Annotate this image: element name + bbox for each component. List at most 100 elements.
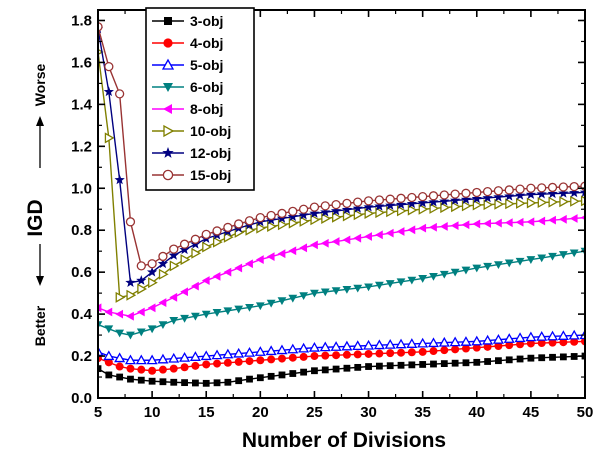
data-point-3-obj [398, 362, 405, 369]
y-tick-label: 1.6 [71, 54, 92, 71]
data-point-3-obj [549, 354, 556, 361]
data-point-3-obj [138, 377, 145, 384]
data-point-3-obj [311, 367, 318, 374]
data-point-15-obj [116, 90, 124, 98]
data-point-15-obj [354, 198, 362, 206]
data-point-10-obj [549, 198, 557, 207]
data-point-4-obj [332, 351, 340, 359]
data-point-4-obj [300, 353, 308, 361]
data-point-8-obj [440, 222, 448, 231]
data-point-12-obj [136, 275, 146, 285]
y-tick-label: 1.4 [71, 96, 93, 113]
data-point-4-obj [246, 357, 254, 365]
data-point-8-obj [148, 303, 156, 312]
legend-label: 8-obj [190, 101, 223, 117]
data-point-15-obj [516, 185, 524, 193]
data-point-3-obj [181, 379, 188, 386]
data-point-10-obj [181, 255, 189, 264]
data-point-3-obj [192, 380, 199, 387]
data-point-3-obj [506, 356, 513, 363]
data-point-10-obj [506, 199, 514, 208]
data-point-3-obj [333, 366, 340, 373]
legend-label: 5-obj [190, 57, 223, 73]
data-point-8-obj [180, 287, 188, 296]
data-point-15-obj [213, 227, 221, 235]
data-point-3-obj [235, 377, 242, 384]
x-tick-label: 25 [306, 404, 323, 421]
data-point-3-obj [430, 361, 437, 368]
data-point-3-obj [279, 372, 286, 379]
data-point-8-obj [483, 219, 491, 228]
data-point-15-obj [343, 199, 351, 207]
series-8-obj [94, 213, 589, 320]
data-point-15-obj [267, 212, 275, 220]
data-point-3-obj [527, 355, 534, 362]
data-point-3-obj [571, 353, 578, 360]
data-point-4-obj [278, 355, 286, 363]
data-point-8-obj [397, 227, 405, 236]
data-point-8-obj [223, 268, 231, 277]
data-point-8-obj [516, 218, 524, 227]
data-point-15-obj [473, 188, 481, 196]
data-point-3-obj [408, 361, 415, 368]
y-tick-label: 1.2 [71, 138, 92, 155]
data-point-10-obj [203, 243, 211, 252]
data-point-4-obj [397, 349, 405, 357]
data-point-10-obj [560, 197, 568, 206]
y-axis-better-label: Better [32, 305, 48, 346]
data-point-4-obj [419, 348, 427, 356]
data-point-3-obj [441, 360, 448, 367]
data-point-3-obj [354, 364, 361, 371]
data-point-3-obj [473, 359, 480, 366]
x-tick-label: 45 [523, 404, 540, 421]
data-point-3-obj [203, 380, 210, 387]
data-point-15-obj [570, 183, 578, 191]
data-point-8-obj [202, 276, 210, 285]
data-point-8-obj [364, 232, 372, 241]
data-point-4-obj [408, 348, 416, 356]
data-point-15-obj [137, 262, 145, 270]
y-tick-label: 0.6 [71, 264, 92, 281]
data-point-8-obj [407, 225, 415, 234]
data-point-8-obj [278, 249, 286, 258]
y-tick-label: 1.8 [71, 12, 92, 29]
x-tick-label: 15 [198, 404, 215, 421]
data-point-4-obj [181, 363, 189, 371]
data-point-3-obj [149, 378, 156, 385]
data-point-4-obj [159, 366, 167, 374]
data-point-15-obj [332, 201, 340, 209]
data-point-4-obj [343, 351, 351, 359]
data-point-15-obj [484, 188, 492, 196]
data-point-8-obj [526, 217, 534, 226]
data-point-3-obj [268, 373, 275, 380]
data-point-8-obj [375, 230, 383, 239]
data-point-8-obj [115, 310, 123, 319]
legend-marker [163, 170, 172, 179]
data-point-6-obj [126, 332, 135, 340]
y-tick-label: 0.2 [71, 348, 92, 365]
data-point-4-obj [289, 354, 297, 362]
data-point-15-obj [181, 240, 189, 248]
x-tick-label: 35 [414, 404, 431, 421]
data-point-15-obj [278, 209, 286, 217]
x-tick-label: 40 [468, 404, 485, 421]
data-point-8-obj [169, 293, 177, 302]
data-point-4-obj [213, 360, 221, 368]
legend-label: 10-obj [190, 123, 231, 139]
data-point-15-obj [397, 194, 405, 202]
data-point-3-obj [517, 356, 524, 363]
data-point-15-obj [126, 218, 134, 226]
x-tick-label: 30 [360, 404, 377, 421]
data-point-4-obj [354, 350, 362, 358]
data-point-4-obj [224, 359, 232, 367]
data-point-3-obj [170, 379, 177, 386]
data-point-8-obj [321, 239, 329, 248]
data-point-10-obj [138, 285, 146, 294]
data-point-8-obj [570, 214, 578, 223]
data-point-3-obj [463, 359, 470, 366]
data-point-15-obj [289, 207, 297, 215]
data-point-8-obj [505, 218, 513, 227]
worse-arrow-head [36, 116, 44, 126]
better-arrow-head [36, 276, 44, 286]
